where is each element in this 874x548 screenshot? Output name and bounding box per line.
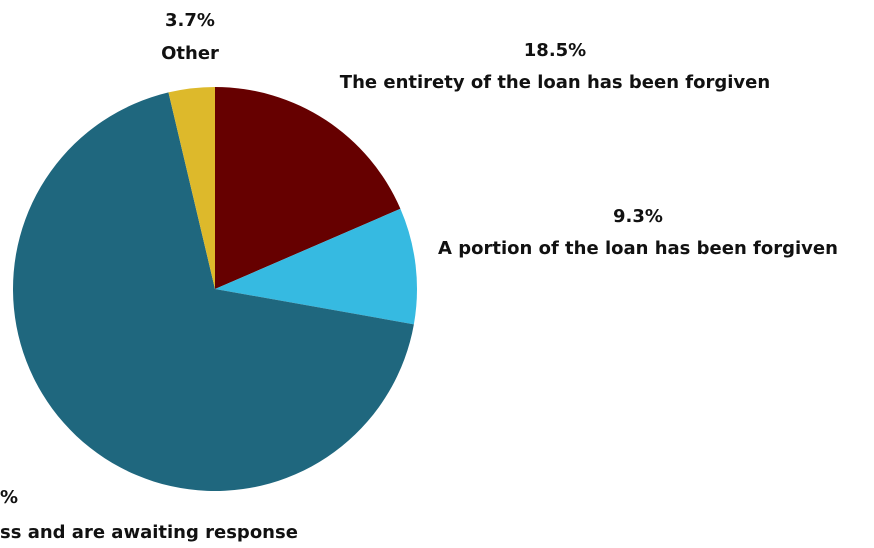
slice-0-category-label: The entirety of the loan has been forgiv… <box>340 72 770 93</box>
pie-slice-0 <box>215 87 401 289</box>
slice-1-category-label: A portion of the loan has been forgiven <box>438 238 838 259</box>
slice-2-percent-label: % <box>0 487 18 508</box>
pie-slices <box>12 87 417 491</box>
pie-slice-1 <box>215 208 417 325</box>
slice-3-percent-label: 3.7% <box>165 10 215 31</box>
slice-3-category-label: Other <box>161 43 219 64</box>
pie-slice-2 <box>12 92 414 491</box>
pie-slice-3 <box>168 87 215 289</box>
slice-1-percent-label: 9.3% <box>613 206 663 227</box>
slice-0-percent-label: 18.5% <box>524 40 586 61</box>
slice-2-category-label: ss and are awaiting response <box>0 522 298 543</box>
